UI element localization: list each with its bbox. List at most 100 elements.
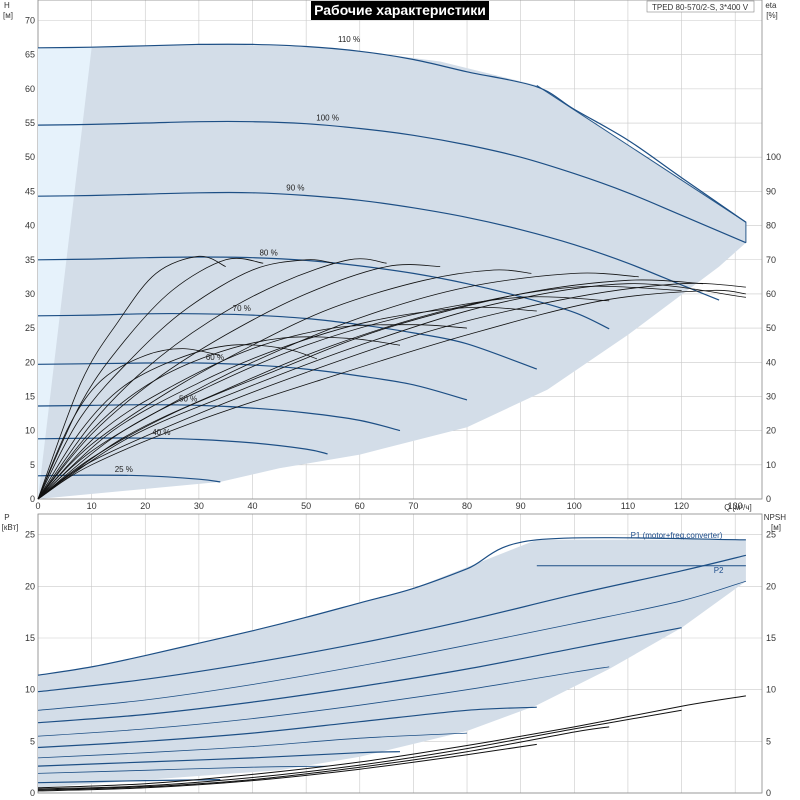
power-tick-label: 0 bbox=[30, 788, 35, 798]
speed-curve-label: 80 % bbox=[259, 248, 277, 257]
efficiency-curve bbox=[37, 289, 746, 500]
head-axis-title: H [м] bbox=[3, 1, 13, 20]
eta-axis-title: eta [%] bbox=[765, 1, 778, 20]
y-tick-label: 45 bbox=[25, 186, 35, 196]
power-curve bbox=[37, 751, 401, 767]
eta-axis-title-line2: [%] bbox=[766, 11, 778, 20]
y-tick-label: 40 bbox=[25, 221, 35, 231]
power-axis-title: P [кВт] bbox=[2, 513, 19, 532]
power-axis-title-line1: P bbox=[4, 513, 9, 522]
y-tick-label: 70 bbox=[25, 16, 35, 26]
efficiency-curve bbox=[37, 344, 318, 500]
efficiency-curve bbox=[37, 336, 401, 500]
efficiency-curve bbox=[37, 259, 334, 500]
npsh-tick-label: 5 bbox=[766, 736, 771, 746]
x-tick-label: 20 bbox=[140, 501, 150, 511]
speed-curve bbox=[37, 404, 401, 432]
x-tick-label: 100 bbox=[567, 501, 582, 511]
power-tick-label: 20 bbox=[25, 581, 35, 591]
npsh-curve bbox=[37, 709, 682, 790]
power-curve bbox=[37, 732, 468, 759]
x-tick-label: 40 bbox=[248, 501, 258, 511]
head-axis-title-line1: H bbox=[4, 1, 10, 10]
model-label: TPED 80-570/2-S, 3*400 V bbox=[652, 3, 749, 12]
efficiency-curve bbox=[37, 306, 537, 500]
power-envelope bbox=[38, 539, 746, 788]
eta-tick-label: 60 bbox=[766, 289, 776, 299]
y-tick-label: 65 bbox=[25, 50, 35, 60]
npsh-tick-label: 10 bbox=[766, 685, 776, 695]
x-tick-label: 10 bbox=[87, 501, 97, 511]
low-flow-region bbox=[38, 47, 92, 500]
efficiency-curve bbox=[37, 285, 682, 500]
speed-curve-label: 110 % bbox=[338, 35, 360, 44]
power-tick-label: 15 bbox=[25, 633, 35, 643]
power-curve bbox=[37, 765, 328, 774]
npsh-curve bbox=[37, 743, 537, 792]
eta-tick-label: 100 bbox=[766, 152, 781, 162]
head-plot: 110 % 100 % 90 % 80 % 70 % 60 % 50 % 40 % 25 % 0… bbox=[25, 0, 781, 511]
power-axis-ticks: 0 5 10 15 20 25 0 5 10 15 20 25 bbox=[25, 530, 776, 798]
y-tick-label: 50 bbox=[25, 152, 35, 162]
power-axis-title-line2: [кВт] bbox=[2, 523, 19, 532]
legend-p2: P2 bbox=[714, 566, 724, 575]
y-tick-label: 10 bbox=[25, 426, 35, 436]
power-curve bbox=[37, 779, 221, 784]
speed-curve-label: 50 % bbox=[179, 395, 197, 404]
x-tick-label: 70 bbox=[408, 501, 418, 511]
flow-axis-title: Q [м³/ч] bbox=[724, 503, 751, 512]
eta-tick-label: 90 bbox=[766, 186, 776, 196]
npsh-tick-label: 25 bbox=[766, 530, 776, 540]
y-tick-label: 25 bbox=[25, 323, 35, 333]
head-envelope-area bbox=[38, 44, 746, 500]
eta-tick-label: 0 bbox=[766, 494, 771, 504]
speed-curve-label: 70 % bbox=[233, 304, 251, 313]
speed-curve bbox=[37, 191, 720, 301]
eta-axis-title-line1: eta bbox=[765, 1, 777, 10]
speed-curve bbox=[37, 474, 221, 483]
power-tick-label: 10 bbox=[25, 685, 35, 695]
legend-p1: P1 (motor+freq.converter) bbox=[631, 531, 723, 540]
head-axis-ticks: 0 10 20 30 40 50 60 70 80 90 100 110 120 130510152025… bbox=[25, 16, 781, 511]
speed-curve bbox=[37, 437, 328, 455]
power-curves bbox=[37, 537, 747, 784]
title-box bbox=[311, 1, 489, 20]
x-tick-label: 50 bbox=[301, 501, 311, 511]
y-tick-label: 5 bbox=[30, 460, 35, 470]
speed-curve bbox=[37, 362, 468, 401]
speed-curve-label: 25 % bbox=[115, 465, 133, 474]
speed-curve bbox=[37, 43, 747, 223]
efficiency-curve bbox=[37, 264, 441, 500]
speed-curve-label: 40 % bbox=[152, 428, 170, 437]
power-curve bbox=[37, 627, 682, 724]
efficiency-curve bbox=[37, 283, 746, 500]
power-curve bbox=[37, 554, 747, 693]
efficiency-curve bbox=[37, 296, 610, 500]
npsh-axis-title: NPSH [м] bbox=[764, 513, 788, 532]
head-speed-curves bbox=[37, 43, 747, 483]
y-tick-label: 0 bbox=[30, 494, 35, 504]
efficiency-curve bbox=[37, 282, 746, 500]
npsh-curve bbox=[37, 695, 746, 789]
npsh-curve bbox=[37, 726, 610, 791]
head-axis-title-line2: [м] bbox=[3, 11, 13, 20]
efficiency-curve bbox=[37, 324, 468, 500]
x-tick-label: 60 bbox=[355, 501, 365, 511]
speed-curve-label: 60 % bbox=[206, 353, 224, 362]
speed-curve bbox=[37, 312, 538, 370]
x-tick-label: 90 bbox=[516, 501, 526, 511]
efficiency-curve bbox=[37, 257, 264, 500]
y-tick-label: 20 bbox=[25, 357, 35, 367]
npsh-curves: P1 (motor+freq.converter) P2 bbox=[37, 531, 746, 792]
eta-tick-label: 20 bbox=[766, 426, 776, 436]
x-tick-label: 110 bbox=[621, 501, 635, 511]
p1-curve bbox=[37, 537, 746, 676]
efficiency-curve bbox=[37, 269, 532, 500]
efficiency-curve bbox=[37, 279, 704, 500]
power-tick-label: 25 bbox=[25, 530, 35, 540]
eta-tick-label: 40 bbox=[766, 357, 776, 367]
efficiency-curve bbox=[37, 255, 226, 500]
eta-tick-label: 80 bbox=[766, 221, 776, 231]
eta-tick-label: 10 bbox=[766, 460, 776, 470]
efficiency-curve bbox=[37, 258, 387, 500]
